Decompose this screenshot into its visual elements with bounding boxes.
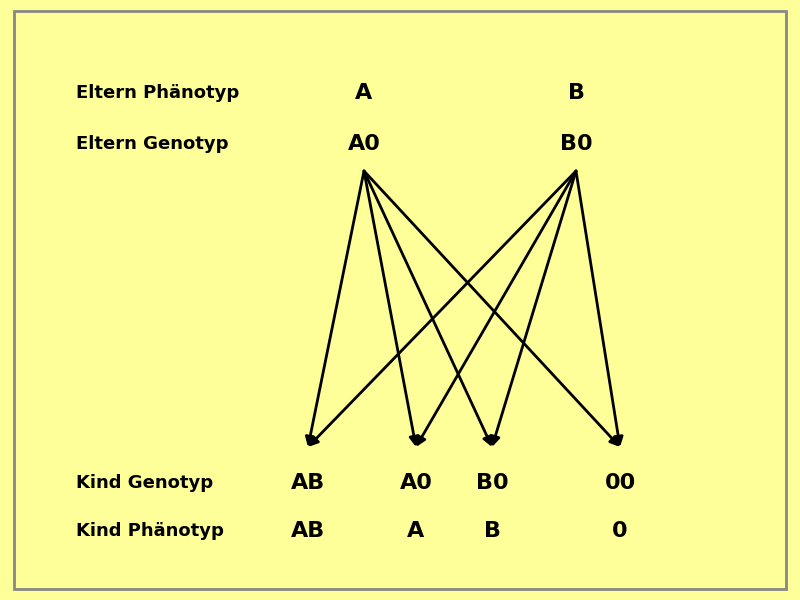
Text: 00: 00 [604,473,636,493]
Text: B: B [483,521,501,541]
Text: Eltern Genotyp: Eltern Genotyp [76,135,229,153]
Text: B0: B0 [476,473,508,493]
Text: A: A [355,83,373,103]
Text: Kind Genotyp: Kind Genotyp [76,474,213,492]
Text: B: B [567,83,585,103]
Text: 0: 0 [612,521,628,541]
Text: B0: B0 [560,134,592,154]
Text: AB: AB [291,473,325,493]
Text: AB: AB [291,521,325,541]
Text: A0: A0 [399,473,433,493]
Text: Kind Phänotyp: Kind Phänotyp [76,522,224,540]
Text: A0: A0 [347,134,381,154]
Text: A: A [407,521,425,541]
Text: Eltern Phänotyp: Eltern Phänotyp [76,84,239,102]
